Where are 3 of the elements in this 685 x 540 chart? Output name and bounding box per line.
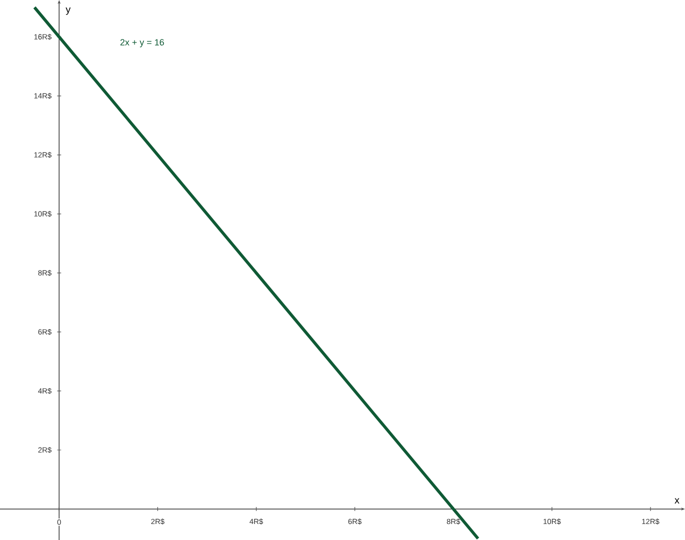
y-axis-title: y [66,7,71,15]
text: 2x + y = 16 [120,39,164,48]
x-axis-title: x [674,498,680,504]
